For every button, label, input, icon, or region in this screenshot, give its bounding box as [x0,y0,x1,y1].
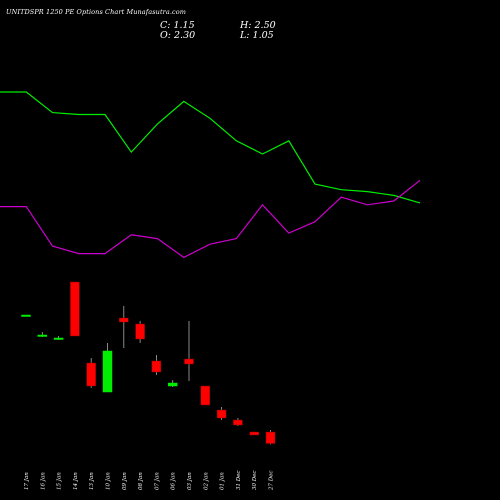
candle-8 [151,355,162,375]
x-tick-label: 13 Jan [89,472,95,490]
candles [21,281,276,445]
candle-body [21,314,31,317]
x-tick-labels: 17 Jan 16 Jan 15 Jan 14 Jan 13 Jan 10 Jan 09 J… [24,471,275,492]
candle-13 [233,418,243,426]
candle-body [53,337,64,340]
x-tick-label: 10 Jan [106,472,112,490]
candle-body [184,358,194,365]
indicator-line-2 [0,179,421,259]
candle-14 [249,431,259,436]
x-tick-label: 17 Jan [24,472,30,490]
candle-12 [216,407,227,420]
x-tick-label: 31 Dec [236,471,242,491]
candle-2 [53,336,64,340]
candle-body [249,431,259,436]
candle-body [102,350,113,393]
open-price-label: O: 2.30 [160,30,196,41]
candle-9 [167,380,178,387]
candle-body [135,323,145,340]
low-price-label: L: 1.05 [240,30,274,41]
candle-body [70,281,80,337]
x-tick-label: 03 Jan [187,472,193,490]
candle-10 [184,321,194,381]
candle-7 [135,321,145,343]
candle-body [37,334,48,337]
x-tick-label: 09 Jan [122,472,128,490]
candle-body [167,382,178,387]
candle-body [216,409,227,419]
candle-5 [102,343,113,393]
x-tick-label: 15 Jan [57,472,63,490]
x-tick-label: 02 Jan [203,472,209,490]
indicator-line-1 [0,91,421,204]
candle-0 [21,314,31,317]
high-price-label: H: 2.50 [240,20,276,31]
candle-11 [200,385,211,406]
x-tick-label: 14 Jan [73,472,79,490]
candle-6 [119,306,129,348]
candle-body [151,360,162,373]
x-tick-label: 01 Jan [220,472,226,490]
chart-title: UNITDSPR 1250 PE Options Chart Munafasut… [6,8,187,16]
candle-body [200,385,211,406]
x-tick-label: 07 Jan [154,472,160,490]
candle-1 [37,332,48,337]
indicator-lines [0,91,421,259]
x-tick-label: 08 Jan [138,472,144,490]
x-tick-label: 06 Jan [171,472,177,490]
x-tick-label: 16 Jan [40,472,46,490]
candle-body [233,419,243,426]
candle-body [86,362,96,387]
x-tick-label: 27 Dec [269,471,275,492]
candle-4 [86,358,96,388]
candle-3 [70,281,80,337]
candle-15 [265,430,276,445]
candle-body [119,317,129,323]
close-price-label: C: 1.15 [160,20,195,31]
x-tick-label: 30 Dec [252,471,258,491]
candle-body [265,431,276,444]
